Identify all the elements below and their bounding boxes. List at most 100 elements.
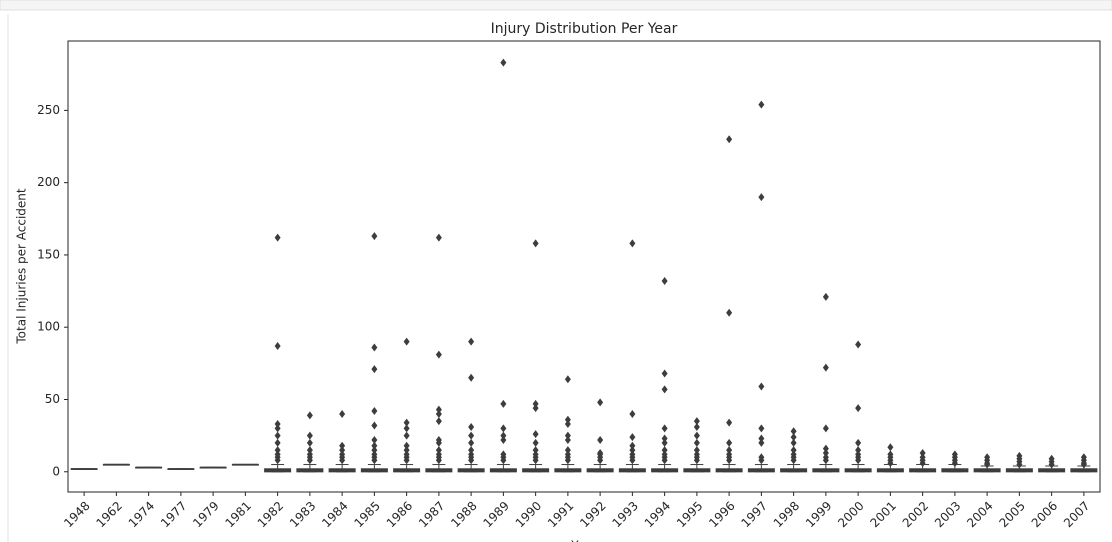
outlier: [822, 424, 829, 433]
outlier: [693, 417, 700, 426]
x-tick-label: 1977: [158, 499, 189, 530]
x-tick-label: 1991: [545, 499, 576, 530]
outlier: [435, 350, 442, 359]
outlier: [274, 431, 281, 440]
outlier: [1016, 460, 1023, 469]
outlier: [661, 434, 668, 443]
outlier: [1080, 460, 1087, 469]
outlier: [339, 441, 346, 450]
outlier: [274, 446, 281, 455]
outlier: [629, 239, 636, 248]
outlier: [758, 382, 765, 391]
outlier: [274, 456, 281, 465]
x-tick-label: 1998: [771, 499, 802, 530]
outlier: [1048, 460, 1055, 469]
outlier: [758, 424, 765, 433]
outlier: [532, 399, 539, 408]
x-tick-label: 1992: [577, 499, 608, 530]
outlier: [468, 456, 475, 465]
y-tick-label: 100: [37, 320, 60, 334]
y-tick-label: 50: [45, 392, 60, 406]
x-tick-label: 1999: [803, 499, 834, 530]
outlier: [822, 456, 829, 465]
x-tick-label: 1988: [448, 499, 479, 530]
outlier: [435, 405, 442, 414]
outlier: [371, 343, 378, 352]
x-tick-label: 2003: [932, 499, 963, 530]
outlier: [564, 456, 571, 465]
outlier: [629, 456, 636, 465]
x-tick-label: 1994: [642, 499, 673, 530]
outlier: [629, 409, 636, 418]
outlier: [371, 456, 378, 465]
outlier: [693, 422, 700, 431]
outlier: [951, 459, 958, 468]
outlier: [500, 58, 507, 67]
x-tick-label: 1981: [222, 499, 253, 530]
y-tick-label: 250: [37, 103, 60, 117]
outlier: [468, 337, 475, 346]
outlier: [532, 430, 539, 439]
outlier: [790, 433, 797, 442]
outlier: [435, 417, 442, 426]
x-tick-label: 1986: [384, 499, 415, 530]
outlier: [468, 431, 475, 440]
outlier: [274, 233, 281, 242]
x-tick-label: 1997: [738, 499, 769, 530]
outlier: [403, 337, 410, 346]
outlier: [822, 363, 829, 372]
outlier: [758, 456, 765, 465]
outlier: [339, 456, 346, 465]
outlier: [564, 435, 571, 444]
x-tick-label: 2004: [964, 499, 995, 530]
outlier: [855, 404, 862, 413]
outlier: [693, 456, 700, 465]
outlier: [758, 434, 765, 443]
outlier: [468, 422, 475, 431]
y-tick-label: 150: [37, 247, 60, 261]
outlier: [371, 441, 378, 450]
outlier: [371, 435, 378, 444]
x-tick-label: 1993: [609, 499, 640, 530]
x-tick-label: 2001: [867, 499, 898, 530]
outlier: [500, 435, 507, 444]
outlier: [306, 446, 313, 455]
outlier: [403, 424, 410, 433]
outlier: [726, 135, 733, 144]
x-tick-label: 2002: [900, 499, 931, 530]
outlier: [274, 420, 281, 429]
outlier: [403, 441, 410, 450]
x-tick-label: 2006: [1029, 499, 1060, 530]
outlier: [371, 407, 378, 416]
outlier: [274, 438, 281, 447]
outlier: [306, 431, 313, 440]
outlier: [274, 342, 281, 351]
outlier: [629, 433, 636, 442]
outlier: [435, 446, 442, 455]
x-tick-label: 2005: [996, 499, 1027, 530]
outlier: [726, 456, 733, 465]
outlier: [822, 444, 829, 453]
outlier: [887, 443, 894, 452]
outlier: [403, 431, 410, 440]
outlier: [532, 446, 539, 455]
x-tick-label: 1987: [416, 499, 447, 530]
x-tick-label: 1962: [93, 499, 124, 530]
outlier: [597, 435, 604, 444]
outlier: [339, 446, 346, 455]
x-tick-label: 1996: [706, 499, 737, 530]
outlier: [564, 375, 571, 384]
outlier: [629, 441, 636, 450]
y-tick-label: 200: [37, 175, 60, 189]
outlier: [500, 399, 507, 408]
x-tick-label: 1974: [126, 499, 157, 530]
outlier: [726, 438, 733, 447]
chart-title: Injury Distribution Per Year: [491, 21, 678, 37]
outlier: [564, 420, 571, 429]
outlier: [403, 446, 410, 455]
outlier: [726, 446, 733, 455]
outlier: [661, 438, 668, 447]
outlier: [500, 456, 507, 465]
outlier: [661, 276, 668, 285]
